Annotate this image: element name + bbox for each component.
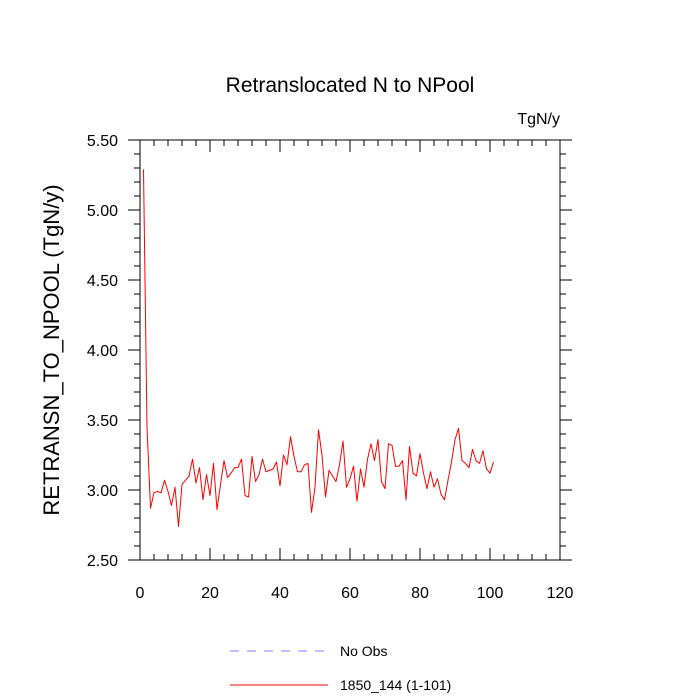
y-tick-label: 5.00 — [87, 203, 118, 220]
y-tick-label: 3.00 — [87, 483, 118, 500]
x-tick-label: 60 — [341, 585, 359, 602]
x-tick-label: 40 — [271, 585, 289, 602]
series-group — [143, 169, 494, 527]
x-tick-label: 80 — [411, 585, 429, 602]
legend-label-series: 1850_144 (1-101) — [340, 677, 451, 693]
y-tick-label: 4.50 — [87, 273, 118, 290]
y-tick-label: 3.50 — [87, 413, 118, 430]
y-tick-label: 2.50 — [87, 553, 118, 570]
x-tick-label: 100 — [477, 585, 504, 602]
x-tick-label: 0 — [136, 585, 145, 602]
legend-label-no-obs: No Obs — [340, 643, 387, 659]
chart-title: Retranslocated N to NPool — [226, 74, 475, 97]
x-tick-label: 120 — [547, 585, 574, 602]
y-tick-label: 4.00 — [87, 343, 118, 360]
y-tick-label: 5.50 — [87, 133, 118, 150]
axis-ticks — [128, 139, 572, 561]
y-axis-label: RETRANSN_TO_NPOOL (TgN/y) — [39, 184, 64, 515]
units-label: TgN/y — [517, 111, 560, 128]
x-tick-label: 20 — [201, 585, 219, 602]
series-line — [143, 169, 494, 527]
legend: No Obs 1850_144 (1-101) — [230, 643, 451, 693]
tick-labels: 0 20 40 60 80 100 120 2.50 3.00 3.50 4.00 4.50 5.00 5… — [87, 133, 574, 602]
